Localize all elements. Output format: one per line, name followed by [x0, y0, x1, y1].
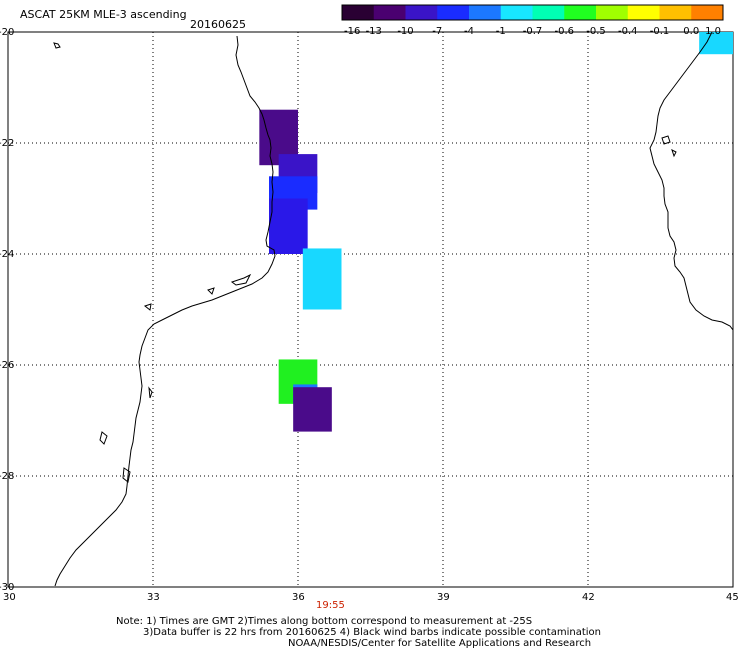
colorbar-segment: [596, 5, 629, 20]
colorbar-label: -10: [397, 26, 413, 37]
note-line-2: 3)Data buffer is 22 hrs from 20160625 4)…: [143, 627, 601, 638]
colorbar-segment: [469, 5, 502, 20]
colorbar-label: -1: [496, 26, 506, 37]
wind-data-cell: [269, 198, 308, 254]
colorbar-label: -0.5: [586, 26, 606, 37]
coast-feature: [230, 273, 252, 286]
colorbar-segment: [532, 5, 565, 20]
time-label: 19:55: [316, 600, 345, 611]
colorbar: -16 -13 -10 -7 -4 -1 -0.7 -0.6 -0.5 -0.4 -0.1 0.0 1.…: [341, 4, 724, 37]
coast-feature: [99, 431, 108, 445]
lon-label: 39: [437, 592, 450, 603]
colorbar-label: -0.1: [650, 26, 670, 37]
colorbar-segment: [437, 5, 470, 20]
wind-data-cells: [259, 32, 733, 432]
coastline-madagascar: [649, 31, 734, 331]
colorbar-segment: [373, 5, 406, 20]
map-title: ASCAT 25KM MLE-3 ascending: [20, 8, 187, 21]
graticule: [8, 32, 733, 587]
coast-feature: [122, 467, 131, 483]
colorbar-label: 0.0: [683, 26, 699, 37]
coast-feature: [148, 386, 153, 399]
lat-label: -22: [0, 138, 15, 149]
colorbar-label: 1.0: [705, 26, 721, 37]
lon-label: 30: [3, 592, 16, 603]
map-frame: [7, 31, 734, 588]
colorbar-label: -4: [464, 26, 474, 37]
lon-label: 36: [292, 592, 305, 603]
colorbar-segment: [627, 5, 660, 20]
wind-data-cell: [699, 32, 733, 55]
note-line-3: NOAA/NESDIS/Center for Satellite Applica…: [288, 638, 592, 649]
lon-label: 45: [726, 592, 739, 603]
lat-label: -28: [0, 471, 15, 482]
colorbar-label: -0.6: [554, 26, 574, 37]
lat-label: -30: [0, 582, 15, 593]
colorbar-segment: [342, 5, 375, 20]
colorbar-segment: [691, 5, 724, 20]
note-line-1: Note: 1) Times are GMT 2)Times along bot…: [116, 616, 533, 627]
colorbar-segment: [564, 5, 597, 20]
colorbar-label: -13: [366, 26, 382, 37]
wind-data-cell: [302, 248, 342, 310]
lat-label: -26: [0, 360, 15, 371]
colorbar-label: -7: [432, 26, 442, 37]
coast-feature: [207, 287, 215, 295]
coastline-africa: [54, 35, 276, 587]
colorbar-segment: [405, 5, 438, 20]
colorbar-label: -0.7: [523, 26, 543, 37]
colorbar-frame: [341, 4, 724, 21]
coast-feature: [671, 149, 677, 158]
coast-feature: [53, 42, 61, 49]
coast-feature: [143, 303, 152, 311]
colorbar-label: -0.4: [618, 26, 638, 37]
colorbar-label: -16: [344, 26, 360, 37]
colorbar-segment: [659, 5, 692, 20]
lon-label: 33: [147, 592, 160, 603]
lat-label: -20: [0, 27, 15, 38]
wind-data-cell: [293, 387, 332, 432]
lon-label: 42: [582, 592, 595, 603]
colorbar-segment: [500, 5, 533, 20]
coast-feature: [661, 135, 671, 145]
lat-label: -24: [0, 249, 15, 260]
map-date: 20160625: [190, 18, 246, 31]
